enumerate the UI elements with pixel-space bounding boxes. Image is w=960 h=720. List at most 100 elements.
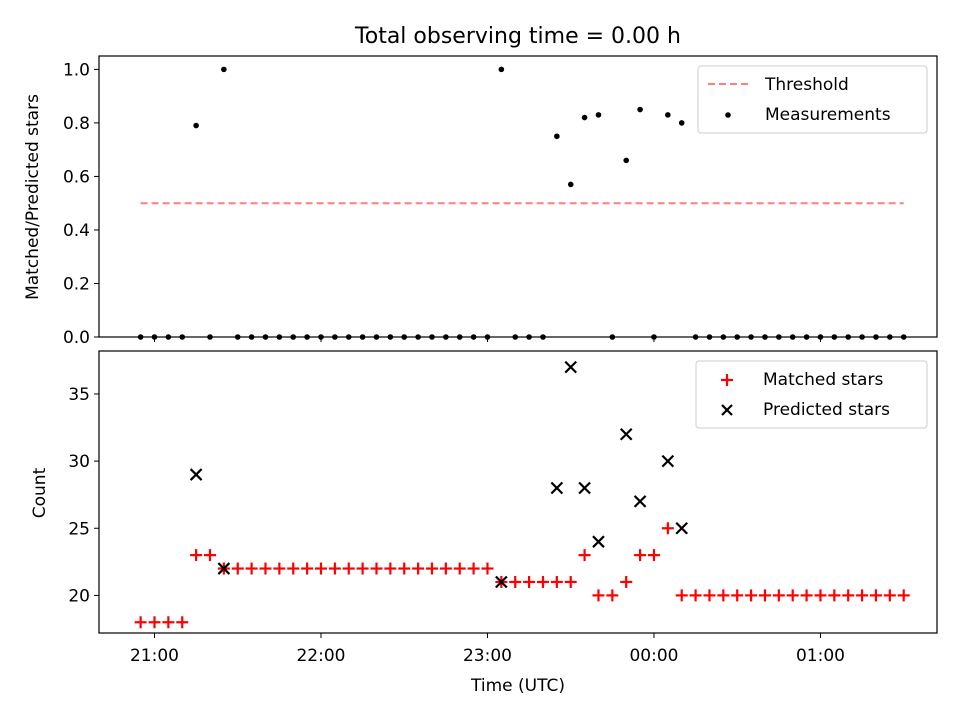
matched-star-point [509,575,522,588]
top-y-tick-label: 0.8 [63,114,90,134]
matched-star-point [439,562,452,575]
matched-star-point [148,616,161,629]
matched-star-point [301,562,314,575]
matched-star-point [342,562,355,575]
bottom-y-tick-label: 20 [68,586,90,606]
predicted-star-point [661,454,675,468]
bottom-legend-box [695,360,928,429]
measurement-point [581,114,588,121]
top-y-tick-label: 0.0 [63,328,90,348]
matched-star-point [453,562,466,575]
x-axis-label: Time (UTC) [470,676,565,696]
matched-star-point [689,589,702,602]
matched-star-point [273,562,286,575]
measurement-point [623,157,630,164]
measurement-point [193,122,199,129]
matched-star-point [328,562,341,575]
matched-legend-swatch [721,374,733,386]
matched-star-point [231,562,244,575]
x-tick-label: 21:00 [130,646,179,666]
matched-star-point [786,589,799,602]
x-tick-label: 00:00 [629,646,678,666]
matched-star-point [564,575,577,588]
predicted-star-point [564,360,577,374]
matched-star-point [731,589,744,602]
matched-star-point [897,589,910,602]
top-y-tick-label: 0.6 [63,167,90,187]
measurement-point [665,112,671,118]
predicted-star-point [578,481,591,495]
matched-star-point [425,562,438,575]
matched-star-point [162,616,175,629]
bottom-axes-frame [98,350,938,634]
matched-star-point [717,589,730,602]
matched-star-point [412,562,425,575]
top-axes-frame [98,55,938,338]
matched-star-point [245,562,258,575]
matched-star-point [481,562,494,575]
x-tick-label: 23:00 [463,646,512,666]
matched-star-point [467,562,480,575]
matched-star-point [842,589,855,602]
predicted-star-point [619,427,633,441]
bottom-y-tick-label: 35 [68,385,90,405]
matched-star-point [523,575,536,588]
top-legend: Threshold Measurements [697,65,928,134]
matched-star-point [287,562,300,575]
matched-star-point [675,589,688,602]
predicted-star-point [189,468,203,481]
bottom-panel: 20 25 30 35 21:00 22:00 23:00 00:00 01:00 Count… [30,350,938,696]
bottom-legend: Matched stars Predicted stars [695,360,928,429]
matched-star-point [745,589,758,602]
matched-star-point [536,575,549,588]
measurement-point [567,181,574,188]
matched-star-point [370,562,383,575]
predicted-star-point [495,575,508,589]
matched-star-point [856,589,869,602]
measurement-point [554,133,560,140]
matched-legend-label: Matched stars [763,370,883,390]
top-y-tick-label: 0.4 [63,221,90,241]
matched-star-point [578,549,591,562]
predicted-star-point [592,535,605,548]
matched-star-point [203,549,216,562]
matched-star-point [758,589,771,602]
measurement-point [678,120,685,126]
measurement-point [637,106,643,113]
top-y-axis-label: Matched/Predicted stars [23,94,43,300]
matched-star-point [703,589,716,602]
measurement-point [498,66,505,73]
measurement-point [595,112,602,118]
matched-star-point [550,575,563,588]
measurement-point [221,66,227,73]
figure-title: Total observing time = 0.00 h [354,24,681,49]
top-legend-box [697,65,928,134]
x-tick-label: 22:00 [296,646,345,666]
matched-star-point [869,589,882,602]
predicted-star-point [550,481,564,495]
matched-star-point [592,589,605,602]
matched-star-point [647,549,660,562]
matched-star-point [800,589,813,602]
top-panel: 0.0 0.2 0.4 0.6 0.8 1.0 Matched/Predicted sta… [23,55,938,348]
predicted-star-point [217,562,231,575]
bottom-y-tick-label: 25 [68,519,90,539]
matched-star-point [314,562,327,575]
predicted-legend-label: Predicted stars [763,400,890,420]
matched-star-point [634,549,647,562]
matched-star-point [828,589,841,602]
matched-star-point [134,616,147,629]
predicted-star-point [633,495,647,508]
matched-star-point [661,522,674,535]
matched-star-point [398,562,411,575]
matched-star-point [620,575,633,588]
matched-star-point [176,616,189,629]
bottom-y-tick-label: 30 [68,452,90,472]
matched-star-point [190,549,203,562]
bottom-y-axis-label: Count [30,467,50,518]
matched-star-point [606,589,619,602]
matched-star-point [356,562,369,575]
measurements-legend-label: Measurements [765,105,891,125]
threshold-legend-label: Threshold [764,75,849,95]
